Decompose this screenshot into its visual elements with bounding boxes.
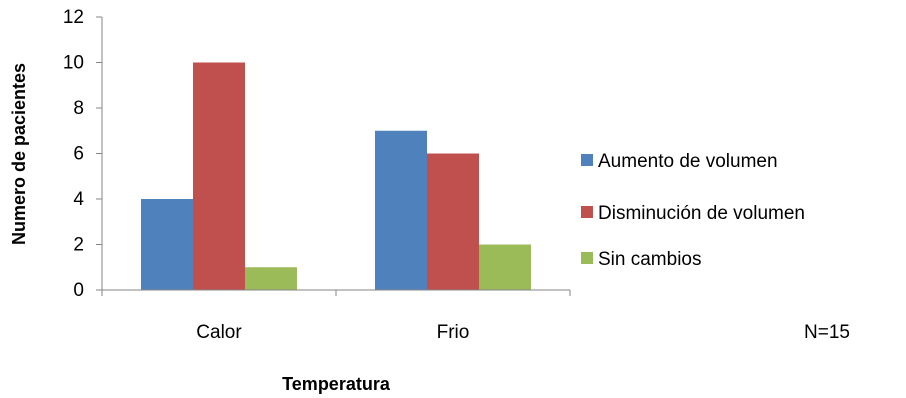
y-tick-label: 0 [73,280,84,301]
y-tick-label: 10 [63,53,84,74]
sample-size-note: N=15 [804,322,850,343]
bar-frio-1 [375,130,427,290]
y-axis-title: Numero de pacientes [9,63,29,245]
legend-swatch [581,154,593,166]
bar-frio-2 [427,153,479,290]
x-category-label: Calor [196,322,242,343]
bar-frio-3 [479,244,531,290]
bars-group [141,62,531,290]
legend-label: Aumento de volumen [598,151,778,172]
bar-calor-1 [141,199,193,290]
x-axis-title: Temperatura [282,374,391,394]
y-tick-label: 6 [73,144,84,165]
x-categories-group: Calor Frio [101,290,571,343]
y-tick-label: 4 [73,189,84,210]
x-category-label: Frio [437,322,470,343]
legend-label: Sin cambios [598,249,702,270]
y-tick-label: 12 [63,7,84,28]
y-ticks-group: 0 2 4 6 8 10 12 [63,7,102,301]
y-tick-label: 8 [73,98,84,119]
legend: Aumento de volumen Disminución de volumen… [581,151,805,270]
bar-calor-2 [193,62,245,290]
legend-swatch [581,206,593,218]
y-tick-label: 2 [73,235,84,256]
legend-label: Disminución de volumen [598,203,805,224]
legend-swatch [581,252,593,264]
bar-calor-3 [245,267,297,290]
